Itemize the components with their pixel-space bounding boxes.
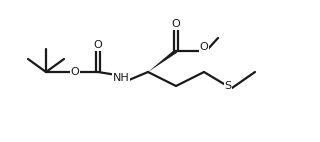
Text: O: O bbox=[172, 19, 180, 29]
Text: O: O bbox=[94, 40, 102, 50]
Polygon shape bbox=[148, 49, 177, 72]
Text: O: O bbox=[71, 67, 79, 77]
Text: O: O bbox=[200, 42, 208, 52]
Text: S: S bbox=[224, 81, 232, 91]
Text: NH: NH bbox=[113, 73, 129, 83]
